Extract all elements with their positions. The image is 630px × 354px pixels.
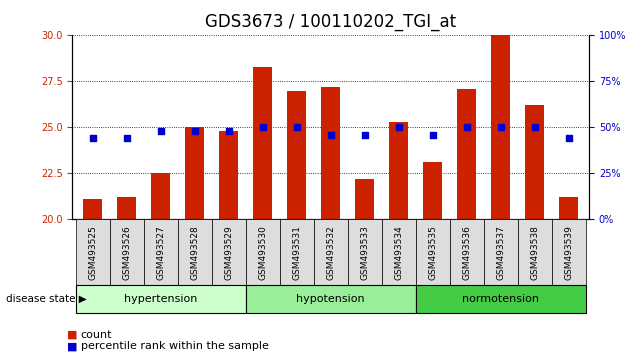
Text: GSM493538: GSM493538 — [530, 225, 539, 280]
Point — [496, 125, 506, 130]
Point — [326, 132, 336, 138]
Text: GSM493534: GSM493534 — [394, 225, 403, 280]
Bar — [457, 89, 476, 219]
Bar — [355, 179, 374, 219]
Text: normotension: normotension — [462, 294, 539, 304]
Text: GSM493537: GSM493537 — [496, 225, 505, 280]
Title: GDS3673 / 100110202_TGI_at: GDS3673 / 100110202_TGI_at — [205, 13, 456, 32]
Bar — [253, 67, 272, 219]
Point — [258, 125, 268, 130]
Bar — [84, 199, 102, 219]
Point — [462, 125, 472, 130]
Bar — [117, 198, 136, 219]
Text: GSM493529: GSM493529 — [224, 225, 233, 280]
Point — [122, 136, 132, 141]
Bar — [287, 91, 306, 219]
Point — [360, 132, 370, 138]
Text: GSM493526: GSM493526 — [122, 225, 131, 280]
Point — [394, 125, 404, 130]
Bar — [525, 105, 544, 219]
Text: GSM493535: GSM493535 — [428, 225, 437, 280]
Text: GSM493539: GSM493539 — [564, 225, 573, 280]
Text: percentile rank within the sample: percentile rank within the sample — [81, 341, 268, 351]
Text: GSM493532: GSM493532 — [326, 225, 335, 280]
Text: GSM493530: GSM493530 — [258, 225, 267, 280]
Point — [190, 128, 200, 134]
Bar — [423, 162, 442, 219]
Point — [88, 136, 98, 141]
Bar — [389, 122, 408, 219]
Text: count: count — [81, 330, 112, 339]
Point — [292, 125, 302, 130]
Text: ■: ■ — [67, 330, 77, 339]
Point — [428, 132, 438, 138]
Bar — [219, 131, 238, 219]
Text: hypotension: hypotension — [297, 294, 365, 304]
Text: disease state ▶: disease state ▶ — [6, 294, 87, 304]
Point — [224, 128, 234, 134]
Text: GSM493536: GSM493536 — [462, 225, 471, 280]
Text: GSM493533: GSM493533 — [360, 225, 369, 280]
Text: ■: ■ — [67, 341, 77, 351]
Bar — [559, 198, 578, 219]
Bar — [321, 87, 340, 219]
Text: GSM493525: GSM493525 — [88, 225, 98, 280]
Text: GSM493527: GSM493527 — [156, 225, 165, 280]
Text: GSM493531: GSM493531 — [292, 225, 301, 280]
Bar — [491, 35, 510, 219]
Point — [564, 136, 574, 141]
Text: GSM493528: GSM493528 — [190, 225, 199, 280]
Bar — [151, 173, 170, 219]
Point — [530, 125, 540, 130]
Text: hypertension: hypertension — [124, 294, 197, 304]
Point — [156, 128, 166, 134]
Bar — [185, 127, 204, 219]
